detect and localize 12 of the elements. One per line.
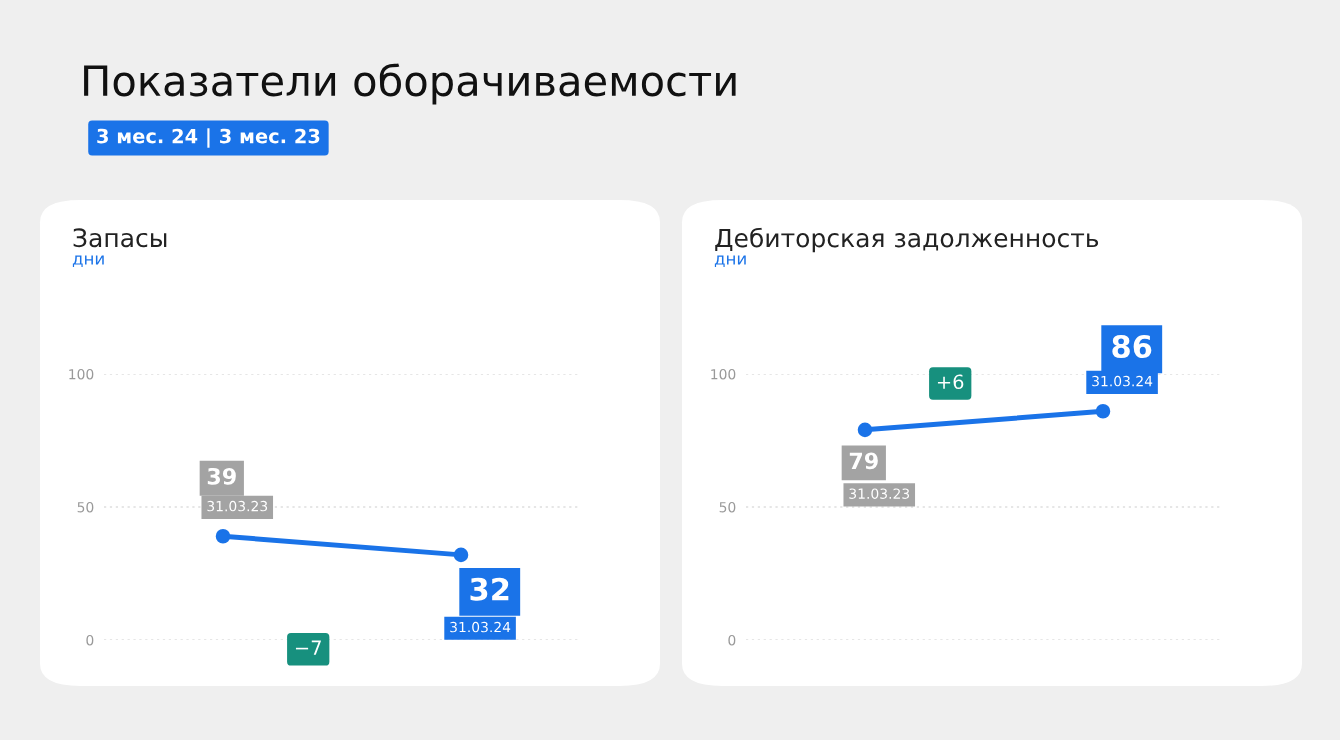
chart-title: Запасы: [73, 228, 167, 248]
data-label: 32: [470, 577, 509, 601]
text: 3 мес. 24 | 3 мес. 23: [97, 128, 320, 148]
chart-title: Дебиторская задолженность: [715, 227, 1099, 253]
text: Показатели оборачиваемости: [84, 63, 736, 105]
y-axis-title: дни: [714, 255, 746, 267]
annotation: +6: [937, 374, 964, 390]
text: −7: [295, 640, 321, 655]
data-label: 79: [849, 452, 878, 470]
data-label: 39: [207, 467, 236, 485]
y-axis-title: дни: [72, 255, 104, 267]
data-label: 86: [1112, 334, 1152, 359]
